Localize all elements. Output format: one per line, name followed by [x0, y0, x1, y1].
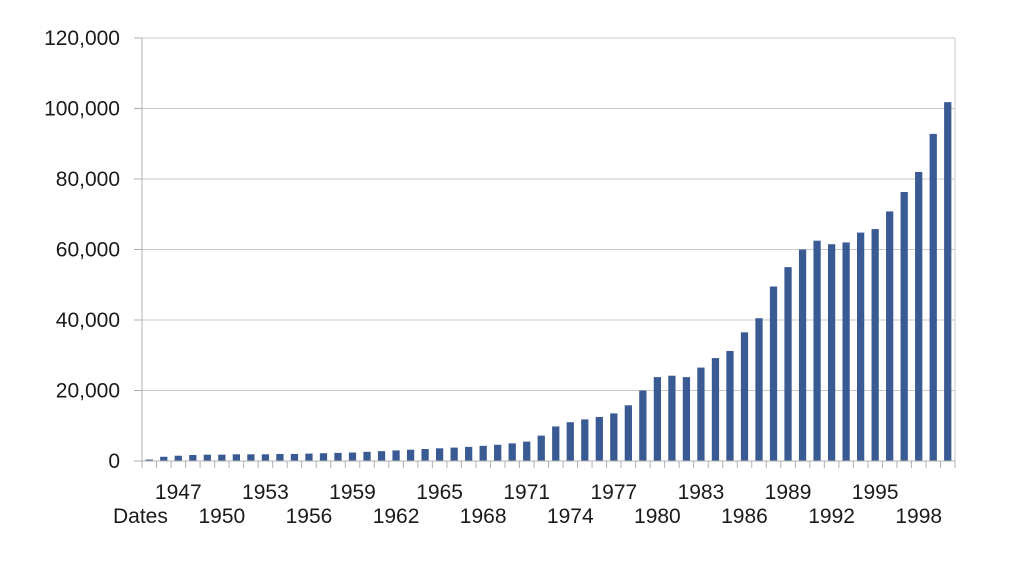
y-axis-ticks: 0 20,000 40,000 60,000 80,000 100,000 120,000: [44, 27, 142, 473]
x-axis-tick-labels: 1947 1953 1959 1965 1971 1977 1983 1989 1995 1950…: [155, 481, 942, 528]
x-tick-label: 1989: [765, 481, 812, 504]
bar: [857, 232, 865, 461]
x-tick-label: 1947: [155, 481, 202, 504]
bar: [450, 447, 458, 461]
x-tick-label: 1962: [373, 505, 420, 528]
bar: [944, 102, 952, 461]
bar: [465, 446, 473, 461]
y-tick-label: 0: [108, 450, 120, 473]
y-tick-label: 40,000: [56, 309, 120, 332]
bar: [247, 454, 255, 461]
bar: [406, 449, 415, 461]
y-tick-label: 120,000: [44, 27, 120, 50]
bar: [668, 375, 676, 461]
x-tick-label: 1980: [634, 505, 681, 528]
bar: [145, 459, 153, 461]
bar: [581, 419, 589, 461]
bar: [827, 244, 836, 461]
bar: [435, 448, 444, 461]
x-axis-title: Dates: [113, 505, 168, 528]
y-tick-label: 80,000: [56, 168, 120, 191]
bar: [769, 286, 778, 461]
y-tick-label: 20,000: [56, 380, 120, 403]
bar: [566, 422, 574, 461]
bar: [290, 453, 299, 461]
x-tick-label: 1953: [242, 481, 289, 504]
bar: [261, 454, 270, 461]
bars: [145, 102, 952, 462]
bar: [682, 377, 691, 461]
bar: [479, 445, 487, 461]
bar: [784, 267, 792, 461]
bar: [929, 133, 937, 461]
y-tick-label: 60,000: [56, 239, 120, 262]
bar: [334, 452, 342, 461]
bar: [871, 229, 879, 461]
bar: [740, 332, 749, 461]
bar: [319, 453, 328, 461]
x-tick-label: 1977: [590, 481, 637, 504]
bar: [523, 441, 531, 461]
bar: [377, 451, 386, 461]
bar: [363, 451, 371, 461]
bar: [900, 192, 908, 462]
bar: [915, 171, 923, 461]
bar: [218, 454, 226, 461]
x-tick-label: 1974: [547, 505, 594, 528]
bar: [726, 351, 734, 461]
x-tick-label: 1965: [416, 481, 463, 504]
bar: [203, 454, 211, 461]
bar: [348, 452, 357, 461]
bar: [189, 455, 197, 461]
x-tick-label: 1968: [460, 505, 507, 528]
bar: [595, 416, 603, 461]
y-tick-label: 100,000: [44, 98, 120, 121]
bar: [305, 453, 313, 461]
x-tick-label: 1986: [721, 505, 768, 528]
bar: [697, 367, 705, 461]
bar: [755, 318, 763, 461]
bar: [624, 405, 632, 461]
bar: [552, 426, 560, 461]
bar: [508, 443, 516, 461]
x-tick-label: 1995: [852, 481, 899, 504]
bar: [160, 456, 168, 461]
x-tick-label: 1998: [895, 505, 942, 528]
bar: [276, 453, 284, 461]
x-tick-label: 1959: [329, 481, 376, 504]
bar: [639, 390, 647, 461]
bar: [537, 435, 545, 461]
bar: [494, 444, 502, 461]
bar: [174, 455, 182, 461]
x-tick-label: 1971: [503, 481, 550, 504]
bar: [842, 242, 850, 461]
bar: [232, 454, 240, 461]
x-tick-label: 1950: [198, 505, 245, 528]
x-tick-label: 1983: [678, 481, 725, 504]
x-axis: [134, 460, 956, 468]
bar: [798, 249, 807, 461]
bar: [392, 450, 400, 461]
x-tick-label: 1956: [286, 505, 333, 528]
bar: [813, 240, 821, 461]
bar: [711, 358, 720, 461]
x-tick-label: 1992: [808, 505, 855, 528]
bar: [421, 449, 429, 461]
bar: [653, 377, 662, 461]
bar: [610, 413, 618, 461]
bar: [886, 211, 894, 461]
